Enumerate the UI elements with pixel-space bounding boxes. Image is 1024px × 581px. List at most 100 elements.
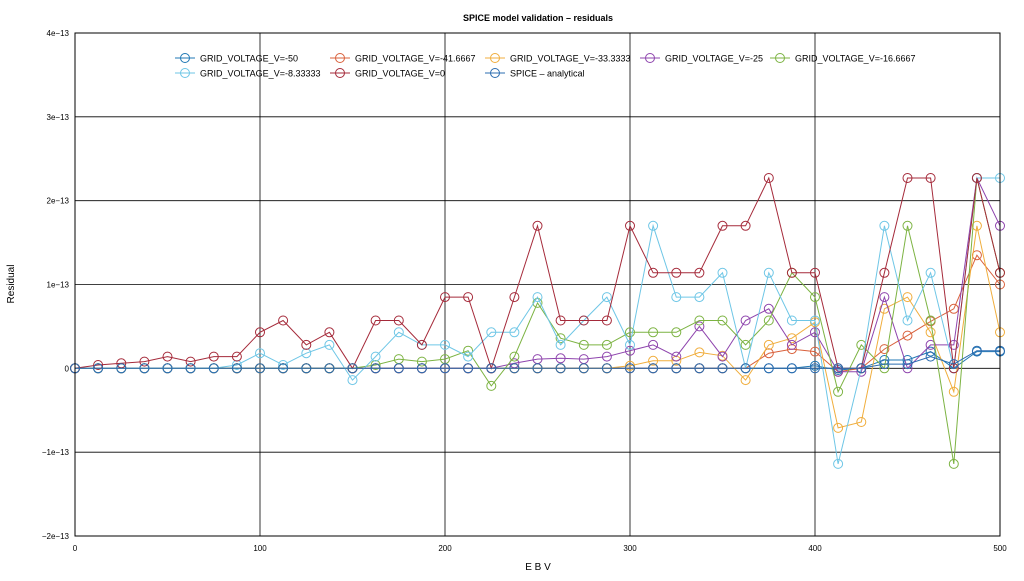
data-point-marker [532,292,543,303]
data-point-marker [671,351,682,362]
data-point-marker [625,363,635,374]
data-point-marker [625,220,635,231]
data-point-marker [717,315,728,326]
legend-label: GRID_VOLTAGE_V=0 [355,69,445,79]
data-point-marker [648,363,659,374]
data-point-marker [833,422,844,433]
data-point-marker [717,363,728,374]
data-point-marker [810,292,820,303]
chart-title: SPICE model validation – residuals [463,13,613,23]
data-point-marker [162,351,173,362]
legend-item: GRID_VOLTAGE_V=-41.6667 [330,53,475,64]
data-point-marker [810,346,820,357]
data-point-marker [902,315,913,326]
data-point-marker [139,363,150,374]
legend-marker-icon [335,68,345,78]
data-point-marker [902,173,913,183]
data-point-marker [416,356,427,367]
data-point-marker [948,458,959,469]
data-point-marker [139,356,150,367]
data-point-marker [763,267,774,278]
data-point-marker [486,363,497,374]
data-point-marker [902,359,913,370]
data-point-marker [833,386,844,397]
data-point-marker [601,292,612,303]
data-point-marker [694,267,705,278]
y-tick-label: −1e−13 [42,448,70,457]
series-line [75,177,1000,465]
data-point-marker [509,363,520,374]
series-line [75,350,1000,369]
legend-marker-icon [645,53,655,63]
data-point-marker [740,375,751,386]
data-point-marker [255,363,265,374]
y-tick-label: 3e−13 [47,113,70,122]
legend: GRID_VOLTAGE_V=-50 GRID_VOLTAGE_V=-41.666… [175,53,915,79]
data-point-marker [740,315,751,326]
data-point-marker [717,351,728,362]
legend-item: GRID_VOLTAGE_V=0 [330,68,445,79]
data-point-marker [231,351,242,362]
legend-item: GRID_VOLTAGE_V=-8.33333 [175,68,320,79]
data-point-marker [925,327,936,338]
data-point-marker [486,327,497,338]
legend-item: SPICE – analytical [485,68,585,79]
x-tick-label: 400 [808,544,822,553]
data-point-marker [740,220,751,231]
data-point-marker [162,363,173,374]
data-point-marker [763,303,774,314]
data-point-marker [93,360,104,370]
data-point-marker [833,458,844,469]
data-point-marker [324,327,335,338]
data-point-marker [925,267,936,278]
data-point-marker [694,321,705,332]
data-point-marker [601,315,612,326]
data-point-marker [578,339,589,350]
data-point-marker [625,339,635,350]
legend-label: GRID_VOLTAGE_V=-33.3333 [510,54,630,64]
data-point-marker [555,363,566,374]
data-point-marker [255,348,265,359]
data-point-marker [370,315,381,326]
legend-marker-icon [180,68,190,78]
data-point-marker [370,363,381,374]
data-point-marker [717,220,728,231]
data-point-marker [810,315,820,326]
data-point-marker [810,327,820,338]
data-point-marker [601,363,612,374]
axis-ticks: 0 100 200 300 400 500 −2e−13 −1e−13 0 1e−13 2e−13 3… [42,29,1007,553]
data-point-marker [601,351,612,362]
data-point-marker [856,363,867,374]
data-point-marker [925,339,936,350]
data-point-marker [786,363,797,374]
data-point-marker [671,327,682,338]
data-point-marker [116,363,127,374]
data-point-marker [555,333,566,344]
data-point-marker [347,363,358,374]
data-point-marker [463,351,474,362]
data-point-marker [301,363,312,374]
data-point-marker [648,327,659,338]
data-point-marker [509,351,520,362]
legend-label: GRID_VOLTAGE_V=-16.6667 [795,54,915,64]
data-point-marker [509,327,520,338]
data-point-marker [763,348,774,359]
legend-marker-icon [180,53,190,63]
x-tick-label: 500 [993,544,1007,553]
data-point-marker [301,348,312,359]
data-point-marker [255,327,265,338]
data-point-marker [440,339,450,350]
data-point-marker [440,363,450,374]
series-group [70,173,1005,469]
data-point-marker [625,345,635,356]
data-point-marker [786,267,797,278]
data-point-marker [925,351,936,362]
data-point-marker [393,363,404,374]
legend-label: SPICE – analytical [510,69,585,79]
y-axis-label: Residual [6,265,17,304]
data-point-marker [578,363,589,374]
y-tick-label: 2e−13 [47,197,70,206]
data-point-marker [879,220,890,231]
data-point-marker [810,363,820,374]
